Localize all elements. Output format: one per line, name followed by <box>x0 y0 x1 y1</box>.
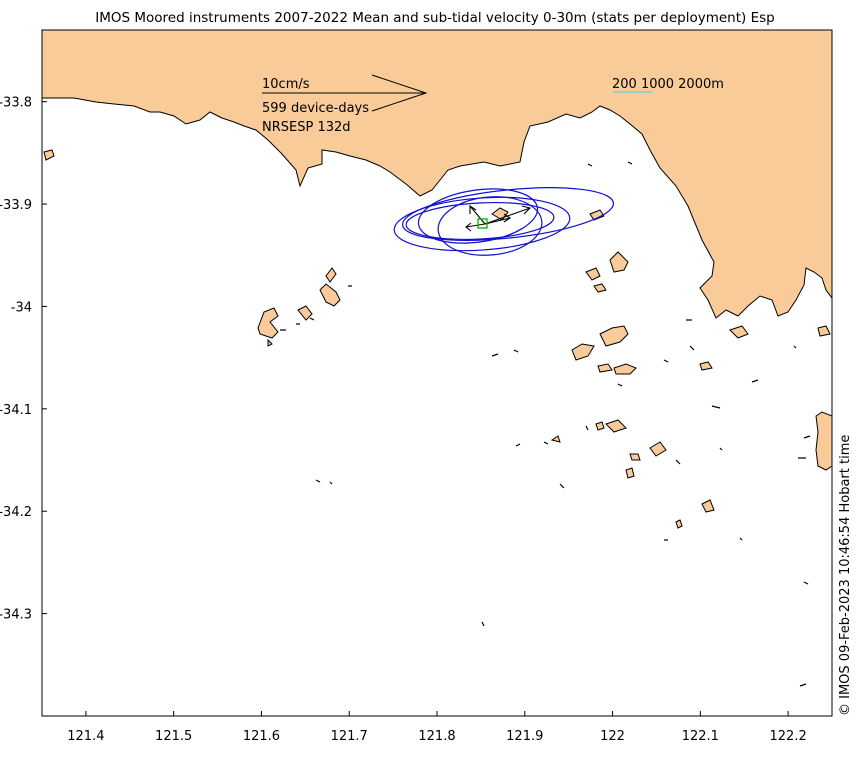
island <box>675 519 683 529</box>
y-tick-label: -34 <box>11 300 32 315</box>
mooring-site-marker <box>477 218 488 229</box>
island <box>550 435 561 443</box>
island <box>43 149 55 161</box>
island <box>257 307 279 339</box>
x-tick-label: 122.1 <box>682 729 719 744</box>
figure-title: IMOS Moored instruments 2007-2022 Mean a… <box>95 10 775 26</box>
x-tick-label: 121.8 <box>418 729 455 744</box>
y-tick-label: -34.1 <box>0 403 32 418</box>
x-tick-label: 121.9 <box>506 729 543 744</box>
x-tick-label: 121.5 <box>155 729 192 744</box>
island <box>571 343 595 361</box>
x-tick-label: 122 <box>600 729 625 744</box>
island <box>817 325 831 337</box>
island <box>649 441 667 457</box>
x-tick-label: 122.2 <box>770 729 807 744</box>
island <box>729 325 749 339</box>
island <box>815 411 832 471</box>
x-tick-label: 121.7 <box>331 729 368 744</box>
island <box>609 251 629 273</box>
island <box>319 283 341 307</box>
island <box>593 283 607 293</box>
island <box>595 421 605 431</box>
y-tick-label: -34.3 <box>0 608 32 623</box>
mainland <box>42 30 832 319</box>
device-days-label: 599 device-days <box>262 101 369 116</box>
ellipse-4 <box>437 196 543 256</box>
ellipse-5 <box>417 188 539 244</box>
island <box>585 267 601 281</box>
island <box>699 361 713 371</box>
velocity-ellipses <box>393 187 615 256</box>
y-tick-label: -34.2 <box>0 505 32 520</box>
island <box>325 267 337 283</box>
island <box>599 325 629 347</box>
isobath-label: 200 1000 2000m <box>612 77 724 92</box>
island <box>629 453 641 461</box>
axis-ticks: 121.4 121.5 121.6 121.7 121.8 121.9 122 122.1 12… <box>0 96 807 744</box>
legend: 10cm/s 599 device-days NRSESP 132d 200 1… <box>262 74 724 135</box>
credit-text: © IMOS 09-Feb-2023 10:46:54 Hobart time <box>838 434 853 716</box>
island <box>267 338 273 347</box>
land-layer <box>42 30 832 687</box>
scale-label: 10cm/s <box>262 77 310 92</box>
mean-arrows <box>465 204 532 232</box>
island <box>605 419 627 433</box>
y-tick-label: -33.8 <box>0 96 32 111</box>
island <box>297 305 313 321</box>
y-tick-label: -33.9 <box>0 198 32 213</box>
rocks <box>280 161 811 687</box>
island <box>625 467 635 479</box>
x-tick-label: 121.4 <box>67 729 104 744</box>
island <box>701 499 715 513</box>
island <box>613 363 637 375</box>
island <box>597 363 613 373</box>
island <box>589 209 605 221</box>
x-tick-label: 121.6 <box>243 729 280 744</box>
site-label: NRSESP 132d <box>262 120 351 135</box>
ellipse-3 <box>405 202 555 240</box>
